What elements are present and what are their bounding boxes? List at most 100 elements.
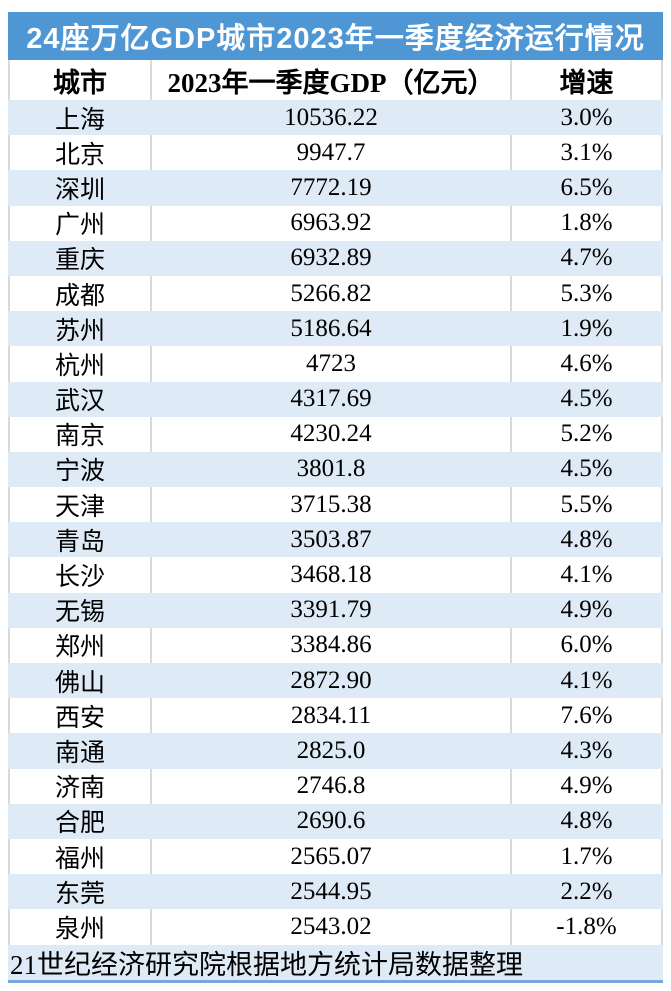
city-cell: 福州 [8,838,152,875]
table-row: 武汉 4317.69 4.5% [8,381,663,417]
city-cell: 苏州 [8,311,152,347]
gdp-cell: 2834.11 [152,698,512,734]
city-cell: 上海 [8,100,152,136]
table-row: 上海 10536.22 3.0% [8,100,663,136]
city-cell: 杭州 [8,346,152,382]
growth-cell: 6.5% [512,170,663,206]
gdp-cell: 3391.79 [152,592,512,628]
gdp-cell: 6932.89 [152,240,512,276]
city-cell: 武汉 [8,381,152,417]
city-cell: 成都 [8,275,152,312]
gdp-cell: 2825.0 [152,733,512,769]
table-row: 杭州 4723 4.6% [8,346,663,382]
gdp-cell: 3715.38 [152,487,512,523]
table-row: 东莞 2544.95 2.2% [8,874,663,910]
gdp-cell: 3801.8 [152,451,512,488]
city-cell: 北京 [8,135,152,171]
growth-cell: 1.8% [512,205,663,241]
gdp-cell: 2746.8 [152,768,512,804]
table-row: 南通 2825.0 4.3% [8,733,663,769]
city-cell: 济南 [8,768,152,804]
city-cell: 南京 [8,416,152,452]
page-title: 24座万亿GDP城市2023年一季度经济运行情况 [8,12,663,60]
table-row: 西安 2834.11 7.6% [8,698,663,734]
table-row: 广州 6963.92 1.8% [8,205,663,241]
table-row: 无锡 3391.79 4.9% [8,592,663,628]
growth-cell: 5.2% [512,416,663,452]
city-cell: 泉州 [8,909,152,945]
growth-cell: 4.9% [512,768,663,804]
growth-cell: 4.5% [512,451,663,488]
growth-cell: 7.6% [512,698,663,734]
city-cell: 天津 [8,487,152,523]
growth-cell: 2.2% [512,874,663,910]
table-body: 上海 10536.22 3.0% 北京 9947.7 3.1% 深圳 7772.19 6.5% 广… [8,100,663,945]
growth-cell: 1.9% [512,311,663,347]
gdp-cell: 4230.24 [152,416,512,452]
gdp-cell: 3384.86 [152,627,512,663]
growth-cell: 5.5% [512,487,663,523]
header-gdp: 2023年一季度GDP（亿元） [152,60,512,100]
table-row: 佛山 2872.90 4.1% [8,663,663,699]
growth-cell: 3.1% [512,135,663,171]
growth-cell: 4.8% [512,522,663,558]
gdp-cell: 2565.07 [152,838,512,875]
growth-cell: 4.6% [512,346,663,382]
growth-cell: 4.8% [512,803,663,839]
growth-cell: 5.3% [512,275,663,312]
table-row: 成都 5266.82 5.3% [8,275,663,312]
city-cell: 无锡 [8,592,152,628]
source-note: 21世纪经济研究院根据地方统计局数据整理 [8,944,663,983]
table-row: 南京 4230.24 5.2% [8,416,663,452]
growth-cell: 4.3% [512,733,663,769]
table-row: 重庆 6932.89 4.7% [8,240,663,276]
growth-cell: 3.0% [512,100,663,136]
city-cell: 东莞 [8,874,152,910]
gdp-cell: 2543.02 [152,909,512,945]
table-row: 苏州 5186.64 1.9% [8,311,663,347]
table-row: 济南 2746.8 4.9% [8,768,663,804]
table-row: 青岛 3503.87 4.8% [8,522,663,558]
growth-cell: 4.7% [512,240,663,276]
table-row: 郑州 3384.86 6.0% [8,627,663,663]
table-header-row: 城市 2023年一季度GDP（亿元） 增速 [8,60,663,100]
city-cell: 郑州 [8,627,152,663]
city-cell: 深圳 [8,170,152,206]
gdp-cell: 2872.90 [152,663,512,699]
table-row: 长沙 3468.18 4.1% [8,557,663,593]
table-row: 宁波 3801.8 4.5% [8,451,663,488]
table-row: 泉州 2543.02 -1.8% [8,909,663,945]
growth-cell: 4.1% [512,557,663,593]
city-cell: 青岛 [8,522,152,558]
growth-cell: 4.5% [512,381,663,417]
gdp-cell: 9947.7 [152,135,512,171]
growth-cell: 4.1% [512,663,663,699]
table-row: 合肥 2690.6 4.8% [8,803,663,839]
gdp-cell: 7772.19 [152,170,512,206]
gdp-cell: 5186.64 [152,311,512,347]
city-cell: 南通 [8,733,152,769]
gdp-cell: 10536.22 [152,100,512,136]
header-city: 城市 [8,60,152,100]
city-cell: 宁波 [8,451,152,488]
city-cell: 重庆 [8,240,152,276]
gdp-cell: 2544.95 [152,874,512,910]
city-cell: 西安 [8,698,152,734]
gdp-cell: 3468.18 [152,557,512,593]
city-cell: 佛山 [8,663,152,699]
gdp-cell: 4723 [152,346,512,382]
growth-cell: -1.8% [512,909,663,945]
city-cell: 长沙 [8,557,152,593]
table-row: 北京 9947.7 3.1% [8,135,663,171]
table-row: 天津 3715.38 5.5% [8,487,663,523]
gdp-cell: 2690.6 [152,803,512,839]
growth-cell: 1.7% [512,838,663,875]
gdp-cell: 6963.92 [152,205,512,241]
table-row: 深圳 7772.19 6.5% [8,170,663,206]
city-cell: 合肥 [8,803,152,839]
table-row: 福州 2565.07 1.7% [8,838,663,875]
gdp-cell: 3503.87 [152,522,512,558]
city-cell: 广州 [8,205,152,241]
header-growth: 增速 [512,60,663,100]
